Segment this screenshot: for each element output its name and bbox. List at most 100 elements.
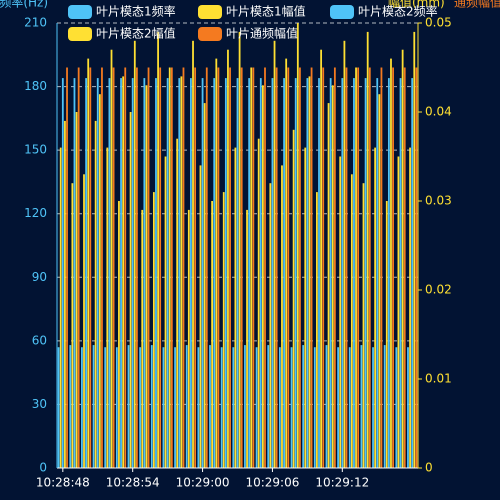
bar	[318, 78, 320, 468]
bar	[306, 78, 309, 468]
bar	[294, 78, 297, 468]
bar	[267, 345, 270, 468]
bar	[353, 78, 355, 468]
bar	[325, 345, 328, 468]
bar	[115, 347, 118, 468]
y-tick-label: 30	[32, 397, 47, 411]
bar	[244, 345, 246, 468]
bar	[374, 147, 377, 468]
bar	[174, 347, 176, 468]
bar	[83, 174, 85, 469]
bar	[108, 78, 111, 468]
bar	[192, 40, 194, 469]
legend-swatch	[198, 5, 222, 19]
bar	[139, 347, 142, 468]
bar	[190, 78, 192, 468]
legend-swatch	[68, 27, 92, 41]
bar	[246, 209, 248, 468]
bar	[85, 78, 88, 468]
bar	[122, 76, 125, 469]
legend-label: 叶片模态2幅值	[96, 26, 176, 41]
bar	[133, 40, 136, 469]
bar	[180, 76, 183, 469]
y-tick-label: 210	[24, 16, 47, 30]
bar	[71, 183, 74, 468]
bar	[66, 67, 68, 468]
bar	[281, 165, 283, 468]
bar	[409, 147, 411, 468]
bar	[87, 58, 90, 468]
bar	[322, 67, 325, 468]
bar	[211, 201, 214, 468]
legend-label: 叶片模态1频率	[96, 4, 176, 19]
bar	[345, 67, 348, 468]
bar	[333, 67, 336, 468]
bar	[145, 85, 148, 469]
x-tick-label: 10:28:48	[36, 476, 90, 490]
bar	[96, 78, 99, 468]
bar	[380, 67, 383, 468]
bar	[290, 347, 293, 468]
bar	[257, 138, 260, 468]
bar	[152, 192, 155, 468]
bar	[278, 347, 281, 468]
bar	[339, 156, 342, 468]
y2-tick-label: 0.04	[425, 105, 452, 119]
bar	[413, 31, 416, 469]
bar	[159, 67, 162, 468]
bar	[364, 78, 367, 468]
bar	[232, 347, 235, 468]
bar	[201, 78, 204, 468]
bar	[320, 49, 323, 468]
bar	[341, 78, 344, 468]
y2-axis-label-2: 通频幅值	[454, 0, 500, 10]
bar	[261, 85, 264, 469]
bar	[101, 67, 103, 468]
bar	[135, 67, 138, 468]
bar	[337, 347, 340, 468]
y-tick-label: 0	[39, 461, 47, 475]
bar	[234, 147, 237, 468]
bar	[131, 78, 134, 468]
bar	[81, 347, 83, 468]
y2-tick-label: 0	[425, 461, 433, 475]
bar	[110, 49, 113, 468]
bar	[299, 67, 301, 468]
bar	[308, 76, 311, 469]
bar	[259, 78, 262, 468]
bar	[357, 67, 360, 468]
bar	[215, 58, 218, 468]
bar	[182, 67, 185, 468]
bar	[213, 78, 216, 468]
bar	[399, 78, 402, 468]
bar	[98, 94, 101, 468]
bar	[205, 67, 208, 468]
legend-label: 叶片通频幅值	[226, 26, 298, 41]
bar	[355, 67, 357, 468]
bar	[104, 347, 107, 468]
bar	[185, 345, 188, 468]
bar	[366, 31, 369, 469]
bar	[313, 347, 316, 468]
bar	[397, 156, 400, 468]
bar	[269, 183, 272, 468]
bar	[59, 147, 62, 468]
legend-label: 叶片模态2频率	[358, 4, 438, 19]
bar	[275, 67, 278, 468]
bar	[75, 112, 78, 468]
y-tick-label: 120	[24, 206, 47, 220]
bar	[94, 120, 97, 469]
x-tick-label: 10:29:00	[176, 476, 230, 490]
bar	[395, 347, 398, 468]
bar	[403, 67, 406, 468]
bar	[194, 67, 197, 468]
bar	[141, 209, 144, 468]
bar	[273, 40, 276, 469]
bar	[157, 31, 159, 469]
y2-axis-label: 幅值(mm)	[388, 0, 445, 10]
bar	[64, 120, 66, 469]
y2-tick-label: 0.02	[425, 283, 452, 297]
bar	[331, 85, 334, 469]
bar	[224, 78, 227, 468]
